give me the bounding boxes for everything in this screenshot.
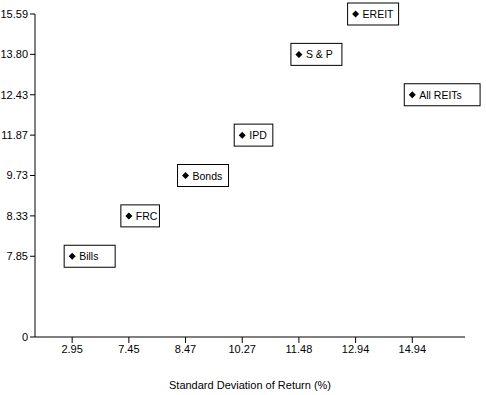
- svg-text:8.33: 8.33: [8, 210, 28, 222]
- svg-text:11.48: 11.48: [286, 343, 313, 355]
- svg-text:IPD: IPD: [249, 129, 267, 141]
- svg-text:9.73: 9.73: [8, 169, 28, 181]
- svg-text:8.47: 8.47: [175, 343, 196, 355]
- svg-text:EREIT: EREIT: [363, 8, 395, 20]
- svg-text:All REITs: All REITs: [419, 89, 462, 101]
- svg-text:10.27: 10.27: [228, 343, 256, 355]
- svg-text:12.94: 12.94: [342, 343, 370, 355]
- svg-text:15.59: 15.59: [8, 8, 28, 20]
- svg-text:S & P: S & P: [306, 48, 333, 60]
- svg-text:Standard Deviation of Return (: Standard Deviation of Return (%): [169, 379, 331, 391]
- svg-text:Bonds: Bonds: [193, 170, 223, 182]
- svg-text:7.45: 7.45: [118, 343, 139, 355]
- svg-text:FRC: FRC: [136, 210, 158, 222]
- svg-text:2.95: 2.95: [61, 343, 82, 355]
- svg-text:14.94: 14.94: [399, 343, 427, 355]
- svg-text:0: 0: [22, 331, 28, 343]
- svg-text:12.43: 12.43: [8, 89, 28, 101]
- svg-text:11.87: 11.87: [8, 129, 28, 141]
- svg-text:13.80: 13.80: [8, 48, 28, 60]
- svg-text:Bills: Bills: [79, 250, 98, 262]
- svg-text:7.85: 7.85: [8, 250, 28, 262]
